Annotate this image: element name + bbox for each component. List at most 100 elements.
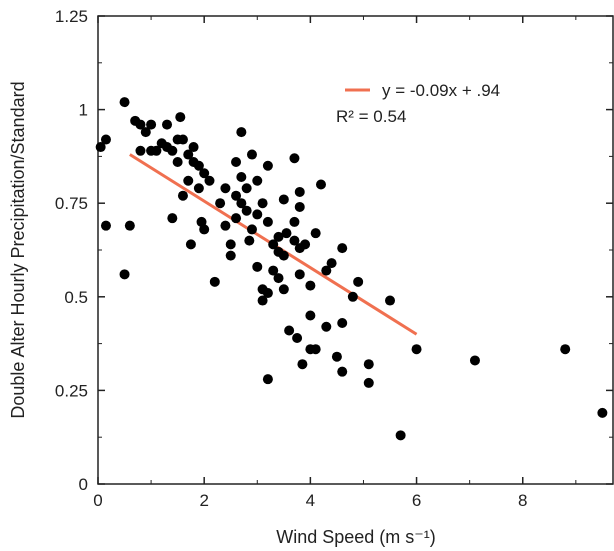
data-point: [220, 220, 231, 231]
data-point: [199, 224, 210, 235]
data-point: [252, 261, 263, 272]
data-point: [185, 239, 196, 250]
data-point: [310, 344, 321, 355]
legend-equation: y = -0.09x + .94: [382, 81, 500, 100]
data-point: [310, 228, 321, 239]
data-point: [177, 134, 188, 145]
data-point: [395, 430, 406, 441]
plot-frame: [97, 15, 614, 485]
data-point: [278, 250, 289, 261]
data-point: [385, 295, 396, 306]
tick-marks: [97, 15, 613, 485]
data-point: [305, 280, 316, 291]
data-point: [151, 145, 162, 156]
data-point: [363, 359, 374, 370]
data-point: [183, 175, 194, 186]
data-point: [268, 239, 279, 250]
y-tick-label: 0: [79, 475, 88, 494]
x-tick-label: 4: [306, 491, 315, 510]
data-point: [183, 149, 194, 160]
data-point: [305, 310, 316, 321]
data-point: [220, 183, 231, 194]
data-point: [236, 198, 247, 209]
y-axis-title: Double Alter Hourly Precipitation/Standa…: [8, 81, 28, 418]
y-tick-label: 1.25: [55, 7, 88, 26]
data-point: [172, 157, 183, 168]
legend: y = -0.09x + .94 R² = 0.54: [336, 81, 500, 126]
data-point: [294, 269, 305, 280]
data-point: [146, 119, 157, 130]
tick-labels: 0 2 4 6 8 0 0.25 0.5 0.75 1 1.25: [55, 7, 528, 510]
data-point: [175, 112, 186, 123]
data-point: [469, 355, 480, 366]
data-point: [292, 332, 303, 343]
data-point: [353, 276, 364, 287]
data-point: [231, 190, 242, 201]
data-point: [140, 127, 151, 138]
data-point: [363, 377, 374, 388]
data-point: [278, 284, 289, 295]
data-point: [241, 205, 252, 216]
data-point: [167, 213, 178, 224]
data-point: [246, 149, 257, 160]
data-point: [188, 142, 199, 153]
data-point: [281, 228, 292, 239]
data-point: [337, 243, 348, 254]
data-point: [199, 168, 210, 179]
data-point: [225, 250, 236, 261]
data-point: [244, 235, 255, 246]
data-point: [95, 142, 106, 153]
data-point: [135, 119, 146, 130]
data-point: [597, 407, 608, 418]
data-point: [252, 209, 263, 220]
data-points: [95, 97, 608, 441]
data-point: [204, 175, 215, 186]
data-point: [268, 265, 279, 276]
x-tick-label: 8: [518, 491, 527, 510]
data-point: [246, 224, 257, 235]
data-point: [236, 171, 247, 182]
data-point: [273, 231, 284, 242]
legend-r-squared: R² = 0.54: [336, 107, 406, 126]
data-point: [167, 145, 178, 156]
data-point: [252, 175, 263, 186]
data-point: [300, 239, 311, 250]
data-point: [193, 160, 204, 171]
y-tick-label: 0.5: [64, 288, 88, 307]
data-point: [231, 157, 242, 168]
data-point: [119, 97, 130, 108]
x-axis-title: Wind Speed (m s⁻¹): [276, 527, 436, 547]
x-tick-label: 6: [412, 491, 421, 510]
data-point: [236, 127, 247, 138]
data-point: [337, 366, 348, 377]
y-tick-label: 0.25: [55, 381, 88, 400]
data-point: [193, 183, 204, 194]
data-point: [135, 145, 146, 156]
data-point: [100, 220, 111, 231]
data-point: [257, 295, 268, 306]
data-point: [225, 239, 236, 250]
data-point: [289, 153, 300, 164]
data-point: [215, 198, 226, 209]
data-point: [273, 273, 284, 284]
data-point: [337, 318, 348, 329]
data-point: [257, 198, 268, 209]
data-point: [284, 325, 295, 336]
data-point: [560, 344, 571, 355]
data-point: [289, 235, 300, 246]
data-point: [297, 359, 308, 370]
data-point: [289, 216, 300, 227]
y-tick-label: 0.75: [55, 194, 88, 213]
data-point: [321, 321, 332, 332]
data-point: [294, 201, 305, 212]
data-point: [119, 269, 130, 280]
x-tick-label: 2: [199, 491, 208, 510]
data-point: [231, 213, 242, 224]
data-point: [262, 288, 273, 299]
data-point: [278, 194, 289, 205]
data-point: [347, 291, 358, 302]
data-point: [162, 119, 173, 130]
data-point: [326, 258, 337, 269]
data-point: [124, 220, 135, 231]
